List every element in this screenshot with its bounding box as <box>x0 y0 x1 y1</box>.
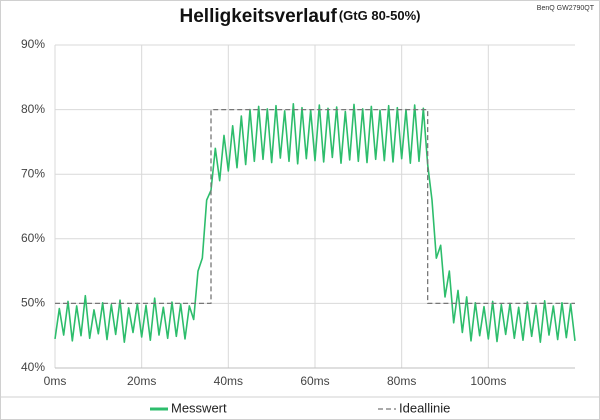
annotation: BenQ GW2790QT <box>537 5 595 12</box>
y-tick-label: 80% <box>21 102 45 116</box>
title: Helligkeitsverlauf <box>180 6 338 27</box>
chart-title: Helligkeitsverlauf (GtG 80-50%) <box>180 6 421 27</box>
legend-label: Messwert <box>171 400 227 415</box>
y-tick-label: 60% <box>21 231 45 245</box>
x-tick-label: 20ms <box>127 374 156 388</box>
y-tick-label: 90% <box>21 37 45 51</box>
x-tick-label: 80ms <box>387 374 416 388</box>
line-series <box>54 102 576 343</box>
y-tick-label: 50% <box>21 296 45 310</box>
x-tick-label: 60ms <box>300 374 329 388</box>
x-tick-label: 100ms <box>470 374 506 388</box>
x-tick-label: 0ms <box>44 374 67 388</box>
y-tick-label: 70% <box>21 166 45 180</box>
x-tick-label: 40ms <box>214 374 243 388</box>
line-series <box>55 108 575 305</box>
legend-label: Ideallinie <box>399 400 450 415</box>
subtitle: (GtG 80-50%) <box>339 8 421 23</box>
y-tick-label: 40% <box>21 360 45 374</box>
